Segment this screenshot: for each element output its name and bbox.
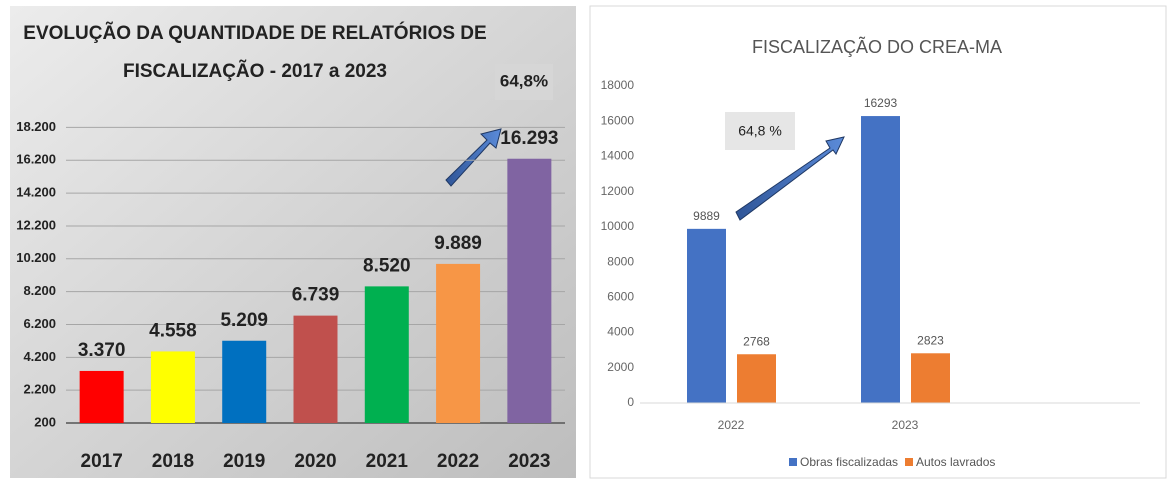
x-tick-label: 2019 <box>223 451 265 472</box>
x-tick-label: 2021 <box>366 451 409 472</box>
chart-title: FISCALIZAÇÃO - 2017 a 2023 <box>123 60 387 82</box>
legend-swatch <box>905 458 913 466</box>
bar <box>737 354 776 403</box>
bar <box>687 228 726 403</box>
bar <box>293 315 338 423</box>
x-tick-label: 2022 <box>718 418 745 432</box>
y-tick-label: 18.200 <box>16 119 56 134</box>
value-label: 3.370 <box>78 340 126 361</box>
value-label: 4.558 <box>149 320 197 341</box>
value-label: 16.293 <box>500 128 558 149</box>
x-tick-label: 2023 <box>508 451 550 472</box>
x-tick-label: 2023 <box>892 418 919 432</box>
y-tick-label: 8000 <box>607 254 634 268</box>
y-tick-label: 200 <box>34 414 56 429</box>
y-tick-label: 10000 <box>601 219 635 233</box>
y-tick-label: 12000 <box>601 184 635 198</box>
value-label: 5.209 <box>220 310 268 331</box>
value-label: 6.739 <box>292 285 340 306</box>
chart-title: EVOLUÇÃO DA QUANTIDADE DE RELATÓRIOS DE <box>23 22 486 44</box>
bar <box>79 370 124 423</box>
x-tick-label: 2022 <box>437 451 479 472</box>
value-label: 9889 <box>693 209 720 223</box>
arrow <box>445 128 502 187</box>
value-label: 16293 <box>864 96 898 110</box>
legend-label: Autos lavrados <box>916 455 995 469</box>
x-tick-label: 2017 <box>81 451 123 472</box>
y-tick-label: 16.200 <box>16 152 56 167</box>
arrow <box>735 136 845 221</box>
y-tick-label: 0 <box>627 395 634 409</box>
chart-title: FISCALIZAÇÃO DO CREA-MA <box>752 36 1002 57</box>
y-tick-label: 16000 <box>601 113 635 127</box>
bar <box>861 116 900 403</box>
annotation-box <box>495 64 553 100</box>
bar <box>222 340 267 423</box>
y-tick-label: 6000 <box>607 290 634 304</box>
y-tick-label: 4.200 <box>23 349 56 364</box>
bar <box>436 263 481 423</box>
value-label: 2823 <box>917 333 944 347</box>
value-label: 8.520 <box>363 255 411 276</box>
y-tick-label: 4000 <box>607 325 634 339</box>
legend-swatch <box>789 458 797 466</box>
bar <box>507 158 552 423</box>
legend-label: Obras fiscalizadas <box>800 455 898 469</box>
y-tick-label: 10.200 <box>16 250 56 265</box>
y-tick-label: 18000 <box>601 78 635 92</box>
annotation: 64,8% <box>500 71 548 90</box>
y-tick-label: 2.200 <box>23 382 56 397</box>
bar <box>150 351 195 423</box>
y-tick-label: 2000 <box>607 360 634 374</box>
x-tick-label: 2020 <box>294 451 336 472</box>
y-tick-label: 6.200 <box>23 316 56 331</box>
value-label: 2768 <box>743 334 770 348</box>
y-tick-label: 14.200 <box>16 185 56 200</box>
x-tick-label: 2018 <box>152 451 194 472</box>
annotation: 64,8 % <box>738 123 782 139</box>
annotation-box <box>725 112 795 150</box>
bar <box>364 286 409 423</box>
y-tick-label: 8.200 <box>23 283 56 298</box>
y-tick-label: 14000 <box>601 149 635 163</box>
value-label: 9.889 <box>434 233 482 254</box>
y-tick-label: 12.200 <box>16 217 56 232</box>
bar <box>911 353 950 403</box>
